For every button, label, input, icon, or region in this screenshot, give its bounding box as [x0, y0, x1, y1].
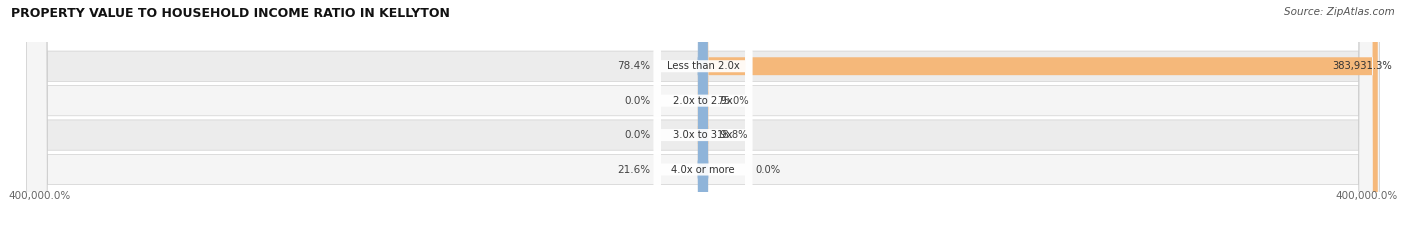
Text: PROPERTY VALUE TO HOUSEHOLD INCOME RATIO IN KELLYTON: PROPERTY VALUE TO HOUSEHOLD INCOME RATIO… — [11, 7, 450, 20]
Text: 0.0%: 0.0% — [624, 96, 650, 106]
Text: 0.0%: 0.0% — [624, 130, 650, 140]
FancyBboxPatch shape — [654, 0, 752, 234]
Text: 383,931.3%: 383,931.3% — [1333, 61, 1392, 71]
Text: 4.0x or more: 4.0x or more — [671, 165, 735, 175]
FancyBboxPatch shape — [697, 0, 709, 234]
Text: 21.6%: 21.6% — [617, 165, 650, 175]
Text: Source: ZipAtlas.com: Source: ZipAtlas.com — [1284, 7, 1395, 17]
FancyBboxPatch shape — [703, 0, 1378, 234]
Text: 400,000.0%: 400,000.0% — [8, 191, 72, 201]
FancyBboxPatch shape — [27, 0, 1379, 234]
FancyBboxPatch shape — [27, 0, 1379, 234]
Text: 2.0x to 2.9x: 2.0x to 2.9x — [673, 96, 733, 106]
Text: 75.0%: 75.0% — [717, 96, 749, 106]
FancyBboxPatch shape — [697, 0, 709, 234]
FancyBboxPatch shape — [697, 0, 709, 234]
FancyBboxPatch shape — [654, 0, 752, 234]
Text: 0.0%: 0.0% — [756, 165, 780, 175]
FancyBboxPatch shape — [697, 0, 709, 234]
Text: 400,000.0%: 400,000.0% — [1334, 191, 1398, 201]
Text: 78.4%: 78.4% — [617, 61, 650, 71]
FancyBboxPatch shape — [654, 0, 752, 234]
FancyBboxPatch shape — [27, 0, 1379, 234]
Text: 3.0x to 3.9x: 3.0x to 3.9x — [673, 130, 733, 140]
FancyBboxPatch shape — [654, 0, 752, 234]
Text: 18.8%: 18.8% — [717, 130, 748, 140]
FancyBboxPatch shape — [27, 0, 1379, 234]
Text: Less than 2.0x: Less than 2.0x — [666, 61, 740, 71]
